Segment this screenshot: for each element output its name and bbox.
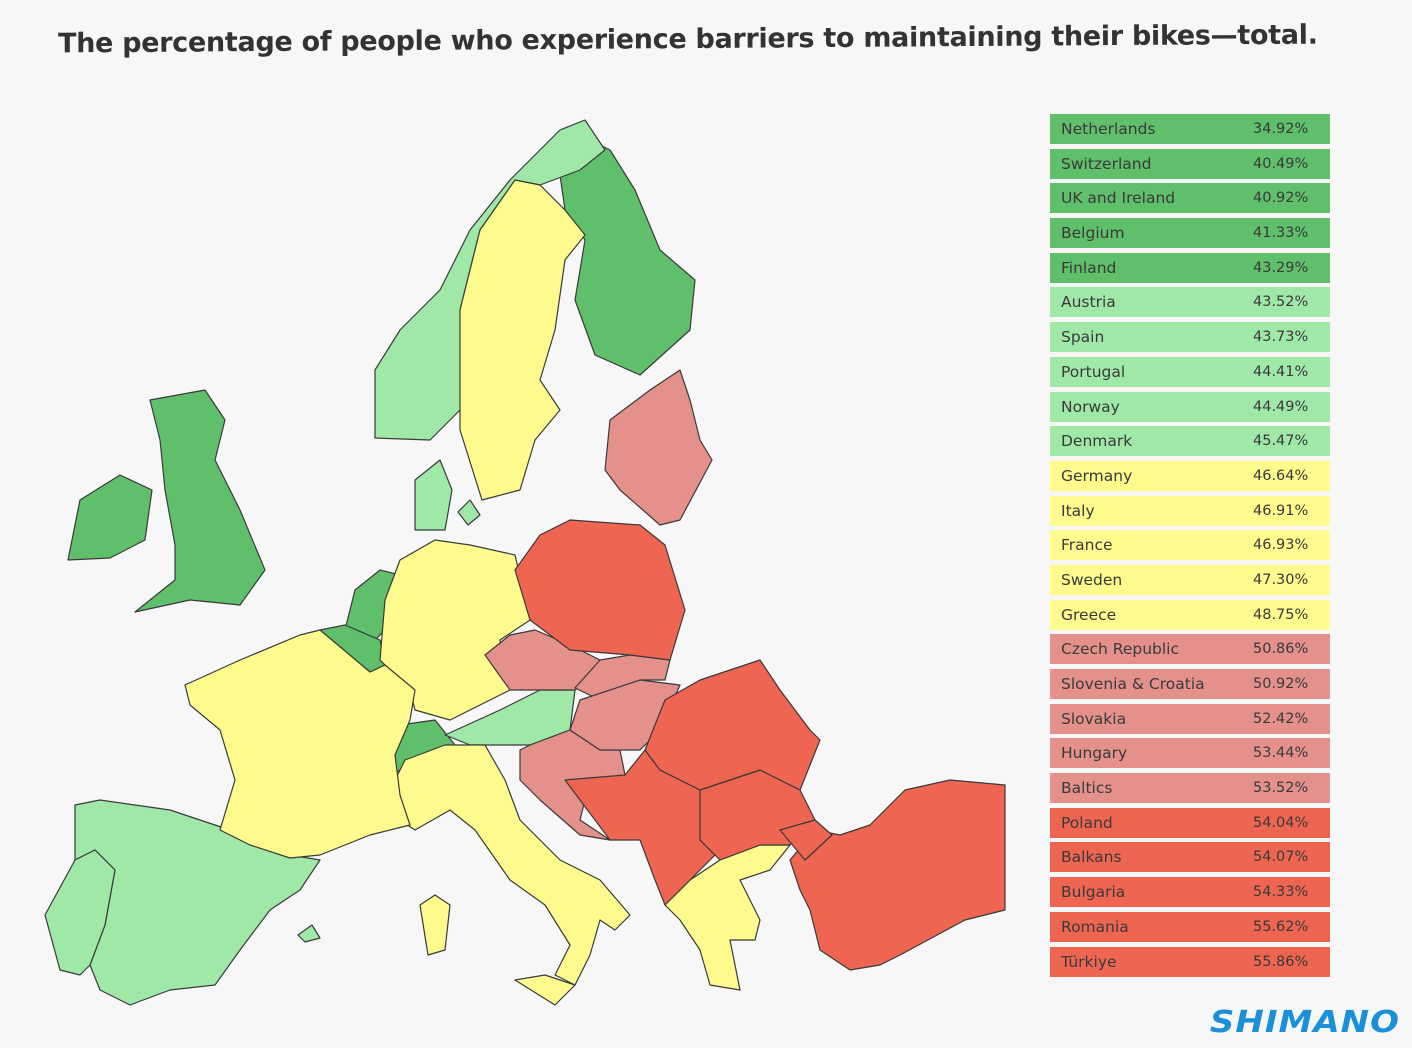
region-name: Portugal [1061,362,1126,381]
region-name: France [1061,536,1113,555]
region-value: 43.73% [1253,329,1309,346]
ranking-row-baltics: Baltics 53.52% [1050,773,1330,804]
region-name: Balkans [1061,848,1122,867]
region-name: Belgium [1061,224,1125,243]
europe-map [44,119,1006,1006]
ranking-row-romania: Romania 55.62% [1050,911,1330,942]
region-value: 47.30% [1253,571,1309,588]
region-name: Italy [1061,501,1095,520]
ranking-row-netherlands: Netherlands 34.92% [1050,114,1330,144]
region-value: 50.92% [1253,676,1309,692]
ranking-row-uk-and-ireland: UK and Ireland 40.92% [1050,183,1330,214]
region-name: Switzerland [1061,154,1152,173]
region-denmark [414,459,453,531]
region-value: 45.47% [1253,433,1309,450]
region-name: Poland [1061,813,1113,832]
region-t-rkiye-part-1 [779,819,833,861]
ranking-row-france: France 46.93% [1050,530,1330,561]
ranking-row-denmark: Denmark 45.47% [1050,426,1330,457]
ranking-row-austria: Austria 43.52% [1050,287,1330,318]
region-value: 44.41% [1253,363,1309,380]
region-name: Baltics [1061,779,1113,798]
region-value: 46.91% [1253,502,1309,519]
region-name: Finland [1061,258,1117,277]
region-value: 52.42% [1253,710,1309,727]
region-romania [644,659,821,791]
region-name: Romania [1061,917,1129,936]
region-italy-part-2 [514,974,576,1006]
region-name: UK and Ireland [1061,189,1176,208]
ranking-row-poland: Poland 54.04% [1050,807,1330,838]
region-uk-and-ireland-part-1 [67,474,153,561]
region-italy-part-1 [419,894,451,956]
region-finland [559,139,696,376]
region-name: Bulgaria [1061,883,1126,902]
region-value: 48.75% [1253,606,1309,623]
region-value: 43.52% [1253,294,1309,311]
region-name: Netherlands [1061,120,1156,138]
region-poland [514,519,686,661]
ranking-row-hungary: Hungary 53.44% [1050,738,1330,769]
ranking-row-portugal: Portugal 44.41% [1050,356,1330,387]
region-name: Slovakia [1061,709,1127,728]
region-value: 53.52% [1253,780,1309,797]
ranking-row-italy: Italy 46.91% [1050,495,1330,526]
region-value: 41.33% [1253,225,1309,242]
ranking-row-sweden: Sweden 47.30% [1050,564,1330,595]
region-value: 53.44% [1253,745,1309,762]
region-name: Germany [1061,466,1133,485]
region-sweden [459,179,586,501]
region-value: 55.86% [1253,953,1309,970]
shimano-logo: SHIMANO [1209,1004,1400,1040]
region-value: 40.92% [1253,190,1309,207]
region-italy [389,744,631,986]
ranking-row-belgium: Belgium 41.33% [1050,218,1330,249]
region-value: 50.86% [1253,641,1309,658]
region-spain-part-1 [297,924,321,943]
ranking-row-norway: Norway 44.49% [1050,391,1330,422]
region-value: 44.49% [1253,398,1309,415]
ranking-row-bulgaria: Bulgaria 54.33% [1050,877,1330,908]
region-name: Türkiye [1061,952,1117,971]
ranking-row-balkans: Balkans 54.07% [1050,842,1330,873]
ranking-row-slovenia-croatia: Slovenia & Croatia 50.92% [1050,669,1330,699]
ranking-row-t-rkiye: Türkiye 55.86% [1050,946,1330,977]
ranking-row-slovakia: Slovakia 52.42% [1050,703,1330,734]
ranking-row-switzerland: Switzerland 40.49% [1050,148,1330,179]
region-denmark-part-1 [457,499,481,526]
region-name: Sweden [1061,570,1123,589]
region-name: Denmark [1061,432,1133,451]
region-value: 55.62% [1253,918,1309,935]
ranking-list: Netherlands 34.92% Switzerland 40.49% UK and… [1050,114,1330,981]
ranking-row-greece: Greece 48.75% [1050,599,1330,630]
region-baltics [604,369,713,526]
region-value: 54.07% [1253,849,1309,866]
region-value: 40.49% [1253,155,1309,172]
region-name: Slovenia & Croatia [1061,675,1205,693]
ranking-row-czech-republic: Czech Republic 50.86% [1050,634,1330,665]
region-t-rkiye [789,779,1006,971]
region-portugal [44,849,116,976]
ranking-row-germany: Germany 46.64% [1050,460,1330,491]
region-name: Hungary [1061,744,1128,763]
region-value: 46.93% [1253,537,1309,554]
region-value: 43.29% [1253,259,1309,276]
region-name: Austria [1061,293,1116,312]
region-value: 54.04% [1253,814,1309,831]
ranking-row-spain: Spain 43.73% [1050,322,1330,353]
region-value: 54.33% [1253,884,1309,901]
region-value: 34.92% [1253,121,1309,137]
region-france [184,629,416,859]
region-name: Greece [1061,605,1117,624]
region-value: 46.64% [1253,467,1309,484]
region-name: Spain [1061,328,1105,347]
ranking-row-finland: Finland 43.29% [1050,252,1330,283]
region-uk-and-ireland [134,389,266,613]
region-name: Czech Republic [1061,640,1180,659]
region-name: Norway [1061,397,1120,416]
